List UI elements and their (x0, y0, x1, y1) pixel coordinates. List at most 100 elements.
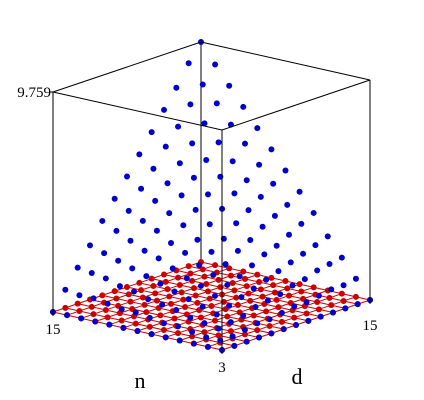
data-point (303, 299, 310, 306)
box-edge (200, 41, 371, 81)
floor-point (205, 288, 211, 295)
data-point (139, 217, 146, 224)
floor-point (152, 290, 159, 297)
data-point (162, 334, 169, 341)
data-point (185, 60, 192, 67)
data-point (78, 315, 85, 322)
data-point (129, 265, 136, 272)
data-point (286, 231, 292, 238)
data-point (106, 321, 113, 328)
data-point (264, 297, 271, 304)
data-point (287, 259, 294, 266)
data-point (273, 242, 280, 249)
floor-point (233, 294, 240, 301)
data-point (224, 281, 231, 288)
data-point (152, 197, 159, 204)
data-point (120, 324, 127, 331)
data-point (208, 248, 215, 255)
floor-point (234, 302, 241, 308)
data-point (236, 273, 243, 280)
data-point (282, 167, 289, 174)
floor-point (62, 304, 69, 311)
data-point (141, 247, 148, 254)
floor-point (88, 303, 95, 310)
data-point (176, 160, 183, 167)
data-point (234, 247, 241, 254)
floor-point (192, 292, 199, 299)
data-point (148, 331, 155, 338)
data-point (231, 342, 238, 349)
floor-point (259, 293, 266, 300)
data-point (240, 103, 247, 110)
floor-point (212, 317, 218, 324)
data-point (249, 262, 255, 269)
data-point (204, 343, 211, 350)
data-point (116, 283, 123, 290)
data-point (175, 123, 182, 130)
floor-point (254, 271, 261, 278)
data-point (145, 296, 152, 303)
data-point (187, 101, 194, 108)
floor-point (143, 309, 150, 316)
data-point (131, 288, 137, 295)
data-point (271, 212, 278, 219)
floor-point (132, 320, 139, 327)
data-point (113, 227, 120, 234)
floor-point (328, 302, 335, 309)
data-point (263, 276, 270, 283)
floor-point (310, 284, 317, 291)
floor-point (136, 279, 143, 286)
data-point (196, 262, 203, 269)
data-point (99, 217, 106, 224)
box-edge (52, 91, 223, 131)
data-point (187, 314, 194, 321)
floor-point (125, 291, 132, 298)
data-point (64, 312, 71, 319)
floor-point (266, 323, 273, 329)
floor-point (102, 307, 109, 313)
data-point (168, 239, 174, 246)
floor-point (153, 297, 160, 304)
floor-point (189, 277, 196, 284)
data-point (229, 333, 236, 340)
data-point (296, 188, 303, 195)
floor-point (282, 278, 289, 284)
data-point (213, 100, 220, 107)
floor-point (315, 306, 322, 313)
data-point (233, 220, 240, 227)
floor-point (113, 295, 120, 302)
floor-point (286, 292, 292, 299)
floor-point (148, 275, 155, 282)
data-point (266, 316, 273, 323)
floor-point (189, 333, 196, 340)
data-point (87, 242, 93, 249)
data-point (161, 106, 167, 113)
data-point (124, 173, 130, 180)
data-point (215, 139, 222, 146)
floor-point (256, 279, 263, 285)
floor-point (245, 290, 252, 297)
floor-point (340, 298, 347, 304)
data-point (213, 311, 220, 318)
data-point (312, 242, 319, 249)
data-point (88, 270, 95, 277)
data-point (215, 325, 222, 332)
floor-point (226, 265, 233, 272)
y-axis-label: d (292, 364, 303, 389)
data-point (90, 295, 97, 302)
data-point (164, 180, 171, 187)
data-point (231, 190, 238, 197)
floor-point (270, 282, 277, 289)
floor-point (243, 283, 250, 290)
data-point (310, 209, 317, 216)
floor-point (227, 328, 234, 335)
data-point (185, 296, 192, 303)
floor-point (171, 315, 178, 322)
floor-point (298, 288, 305, 295)
data-point (189, 328, 196, 335)
floor-point (215, 276, 222, 283)
floor-point (229, 280, 236, 286)
floor-point (241, 331, 248, 338)
data-point (197, 282, 204, 289)
data-point (176, 337, 183, 344)
